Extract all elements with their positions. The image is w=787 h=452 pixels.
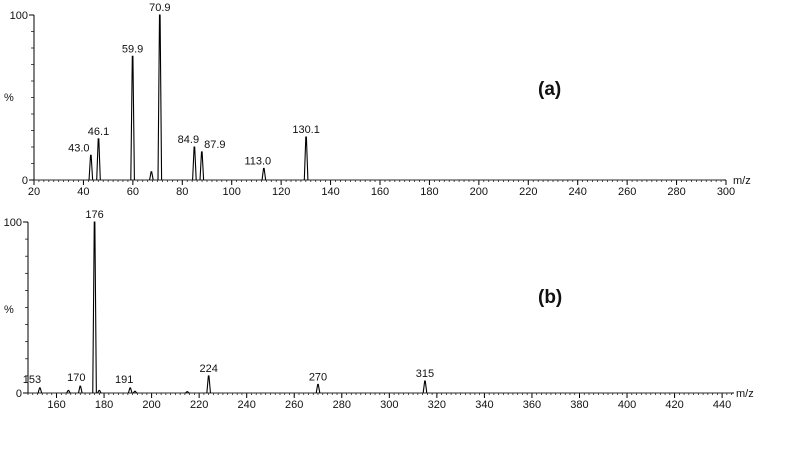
x-tick-label: 380 [570, 399, 588, 411]
x-axis-label: m/z [736, 388, 754, 400]
x-tick-label: 220 [190, 399, 208, 411]
peak-mark [199, 151, 205, 181]
peak-label: 87.9 [204, 139, 225, 151]
x-tick-label: 300 [380, 399, 398, 411]
peak-mark [77, 385, 83, 394]
y-tick-label: 0 [16, 388, 22, 400]
peak-label: 84.9 [178, 134, 199, 146]
peak-mark [303, 136, 309, 181]
peak-mark [149, 171, 154, 181]
panel-a-label: (a) [538, 79, 561, 100]
x-tick-label: 140 [321, 186, 339, 198]
peak-mark [185, 391, 190, 394]
peak-mark [127, 387, 133, 394]
peak-mark [422, 380, 428, 394]
peak-label: 43.0 [68, 142, 89, 154]
x-tick-label: 120 [272, 186, 290, 198]
x-tick-label: 340 [475, 399, 493, 411]
peak-label: 153 [23, 374, 41, 386]
x-tick-label: 200 [142, 399, 160, 411]
peak-label: 315 [416, 368, 434, 380]
peak-label: 176 [85, 209, 103, 221]
x-tick-label: 80 [176, 186, 188, 198]
panel-b-label: (b) [538, 287, 562, 308]
panel-b-marks: 160 180 200 220 240 260 280 300 320 340 360 380 400 4… [4, 209, 754, 411]
x-tick-label: 280 [667, 186, 685, 198]
peak-mark [206, 375, 212, 394]
x-tick-label: 220 [519, 186, 537, 198]
x-tick-label: 440 [713, 399, 731, 411]
peak-mark [192, 146, 197, 181]
x-tick-label: 180 [420, 186, 438, 198]
x-tick-label: 240 [569, 186, 587, 198]
peak-mark [97, 389, 102, 394]
x-tick-label: 20 [28, 186, 40, 198]
x-axis-label: m/z [733, 175, 751, 187]
x-tick-label: 420 [665, 399, 683, 411]
x-tick-label: 160 [371, 186, 389, 198]
x-tick-label: 360 [523, 399, 541, 411]
peak-mark [88, 154, 94, 181]
peak-label: 191 [115, 374, 133, 386]
peak-label: 59.9 [122, 43, 143, 55]
peak-mark [92, 221, 97, 394]
peak-mark [132, 390, 138, 394]
x-tick-label: 200 [470, 186, 488, 198]
peak-mark [37, 387, 43, 394]
peak-label: 270 [309, 371, 327, 383]
y-tick-label: 0 [22, 175, 28, 187]
peak-mark [157, 14, 163, 181]
x-tick-label: 180 [95, 399, 113, 411]
x-tick-label: 40 [77, 186, 89, 198]
y-axis-label: % [4, 92, 14, 104]
peak-label: 113.0 [244, 155, 271, 167]
x-tick-label: 60 [127, 186, 139, 198]
x-tick-label: 300 [717, 186, 735, 198]
x-tick-label: 260 [285, 399, 303, 411]
x-tick-label: 400 [618, 399, 636, 411]
peak-mark [66, 389, 71, 394]
x-tick-label: 240 [238, 399, 256, 411]
peak-label: 70.9 [149, 2, 170, 14]
x-tick-label: 260 [618, 186, 636, 198]
peak-label: 224 [199, 363, 217, 375]
x-tick-label: 160 [47, 399, 65, 411]
y-axis-label: % [4, 304, 14, 316]
peak-label: 46.1 [88, 126, 109, 138]
y-tick-label: 100 [10, 10, 28, 22]
peak-mark [315, 383, 321, 394]
peak-mark [96, 138, 101, 181]
peak-label: 130.1 [292, 124, 320, 136]
x-tick-label: 100 [223, 186, 241, 198]
peak-mark [130, 55, 135, 181]
peak-mark [261, 167, 267, 181]
peak-label: 170 [67, 372, 85, 384]
spectrum-panel-a: (a) 20 40 60 80 100 120 140 160 180 200 220 240 260 2… [4, 2, 751, 198]
spectrum-panel-b: (b) 160 180 200 220 240 260 280 300 320 340 360 380… [4, 209, 754, 411]
x-tick-label: 320 [428, 399, 446, 411]
x-tick-label: 280 [333, 399, 351, 411]
y-tick-label: 100 [4, 217, 22, 229]
panel-a-marks: 20 40 60 80 100 120 140 160 180 200 220 240 260 280 30… [4, 2, 751, 198]
